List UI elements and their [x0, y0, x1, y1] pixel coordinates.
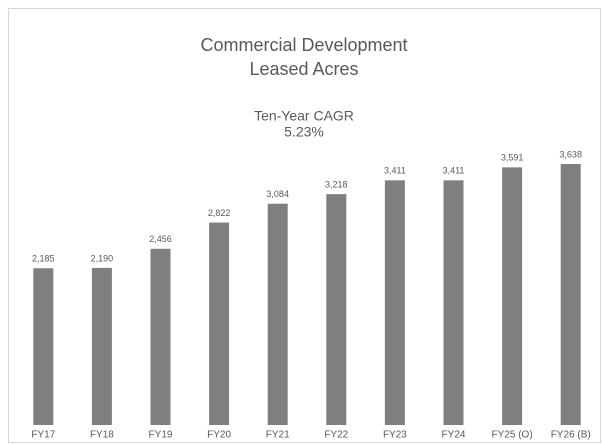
- data-label: 3,411: [384, 166, 406, 176]
- bar: [267, 203, 288, 425]
- data-label: 3,218: [325, 180, 348, 190]
- data-label: 3,411: [443, 166, 465, 176]
- x-tick-label: FY25 (O): [492, 430, 533, 441]
- data-label: 2,190: [91, 253, 114, 263]
- bar: [443, 180, 464, 425]
- bar: [33, 268, 54, 425]
- data-label: 2,185: [32, 254, 55, 264]
- data-label: 2,456: [149, 234, 172, 244]
- bar: [326, 194, 347, 425]
- x-tick-label: FY23: [383, 430, 407, 441]
- x-tick-label: FY22: [324, 430, 348, 441]
- data-label: 2,822: [208, 208, 231, 218]
- chart-title: Commercial Development: [200, 35, 407, 55]
- x-tick-label: FY24: [442, 430, 466, 441]
- data-label: 3,084: [266, 189, 289, 199]
- x-tick-label: FY21: [266, 430, 290, 441]
- x-tick-label: FY18: [90, 430, 114, 441]
- bar: [209, 222, 230, 425]
- bar: [502, 167, 523, 426]
- data-label: 3,591: [501, 153, 524, 163]
- bar: [150, 248, 171, 425]
- bar: [384, 180, 405, 425]
- chart-title: Leased Acres: [249, 59, 358, 79]
- x-tick-label: FY20: [207, 430, 231, 441]
- bar: [91, 267, 112, 425]
- chart-subtitle: 5.23%: [284, 124, 324, 140]
- x-tick-label: FY19: [149, 430, 173, 441]
- x-tick-label: FY17: [31, 430, 55, 441]
- data-label: 3,638: [559, 149, 582, 159]
- bar: [560, 164, 581, 425]
- x-tick-label: FY26 (B): [551, 430, 591, 441]
- chart-subtitle: Ten-Year CAGR: [254, 108, 354, 124]
